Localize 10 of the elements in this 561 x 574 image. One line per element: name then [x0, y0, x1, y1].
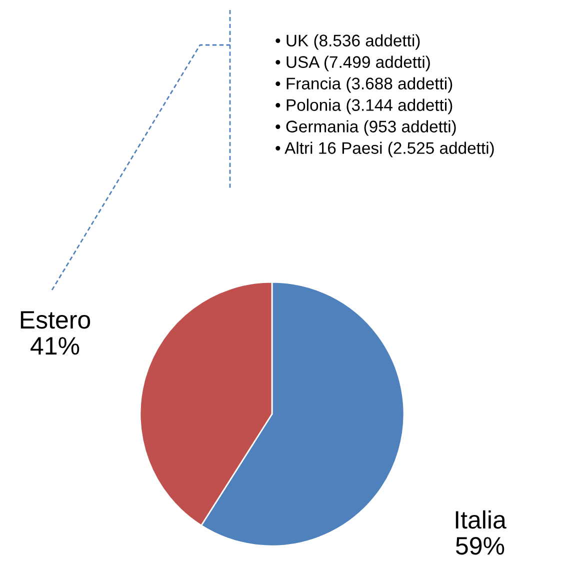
text: • UK (8.536 addetti)	[276, 34, 420, 50]
text: • Germania (953 addetti)	[276, 120, 456, 136]
text: • Francia (3.688 addetti)	[276, 77, 452, 93]
text: • Polonia (3.144 addetti)	[276, 98, 452, 114]
data-label: 59%	[456, 537, 504, 555]
slice-label: Estero	[20, 311, 90, 329]
text: • Altri 16 Paesi (2.525 addetti)	[276, 142, 494, 158]
data-label: 41%	[30, 337, 80, 355]
text: • USA (7.499 addetti)	[276, 56, 430, 72]
slice-label: Italia	[456, 510, 506, 529]
